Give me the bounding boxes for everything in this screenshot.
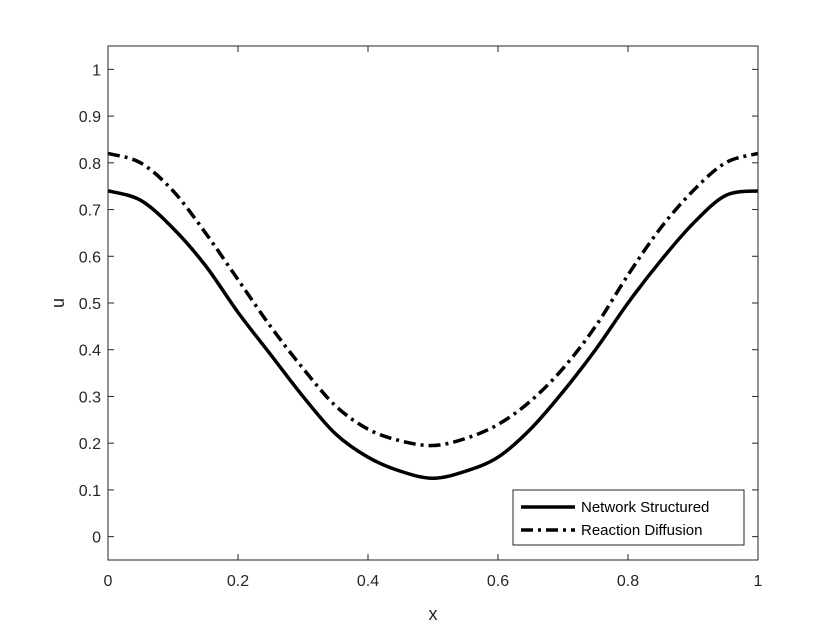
legend: Network Structured Reaction Diffusion (512, 489, 745, 546)
x-axis-label: x (429, 604, 438, 624)
x-tick-label: 0.2 (227, 573, 249, 590)
legend-label: Reaction Diffusion (581, 522, 702, 539)
y-tick-label: 0.4 (79, 343, 101, 360)
y-axis-label: u (48, 298, 68, 308)
y-tick-label: 0.9 (79, 109, 101, 126)
legend-label: Network Structured (581, 499, 709, 516)
x-tick-label: 0.8 (617, 573, 639, 590)
y-tick-label: 1 (92, 62, 101, 79)
y-tick-label: 0.1 (79, 483, 101, 500)
y-tick-label: 0.7 (79, 203, 101, 220)
x-tick-label: 0.4 (357, 573, 379, 590)
legend-box (512, 489, 745, 546)
y-tick-label: 0.2 (79, 436, 101, 453)
y-tick-label: 0.3 (79, 389, 101, 406)
x-tick-label: 0.6 (487, 573, 509, 590)
y-tick-label: 0.6 (79, 249, 101, 266)
y-tick-label: 0 (92, 530, 101, 547)
x-tick-label: 0 (104, 573, 113, 590)
series-line-network-structured (107, 189, 759, 480)
series-line-reaction-diffusion (107, 151, 759, 448)
y-tick-label: 0.5 (79, 296, 101, 313)
x-tick-label: 1 (754, 573, 763, 590)
plot-area (108, 46, 758, 560)
y-tick-label: 0.8 (79, 156, 101, 173)
series-layer (107, 151, 759, 480)
axes-layer: 0 0.2 0.4 0.6 0.8 1 0 0.1 0.2 0.3 0.4 0.5 0.6 0.7 0.8 0… (79, 46, 763, 590)
plot-frame (107, 45, 759, 561)
